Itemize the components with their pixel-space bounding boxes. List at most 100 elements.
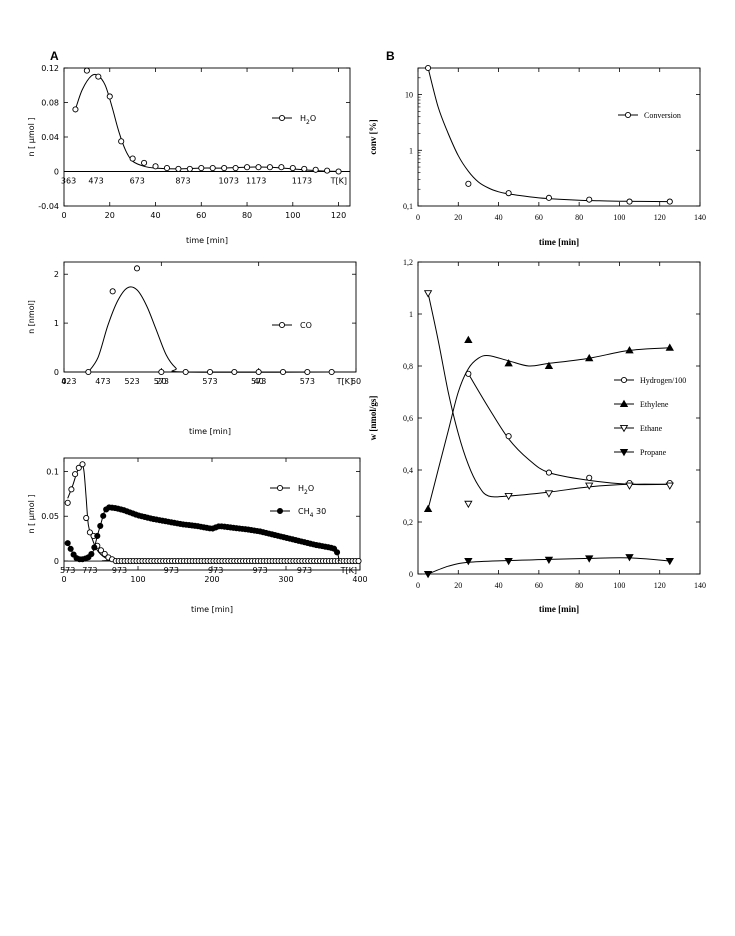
data-point <box>186 165 193 172</box>
fit-curve <box>427 67 670 203</box>
x-tick-label: 100 <box>285 211 300 220</box>
y-tick-label: 0 <box>54 168 59 177</box>
x-tick-label: 20 <box>454 581 462 590</box>
legend-marker <box>624 111 632 119</box>
legend-label-rest: O <box>308 484 314 493</box>
temperature-tick-label: 573 <box>202 377 217 386</box>
data-point <box>64 540 71 547</box>
data-point <box>221 164 228 172</box>
temperature-tick-label: 773 <box>82 566 97 575</box>
chart-a2: 0 20 40 60 0 1 2 423 473 523 573 573 573 573 T[K] time … <box>27 261 361 436</box>
y-tick-label: 0,4 <box>403 466 413 475</box>
data-point <box>72 471 79 478</box>
y-axis-label: w [nmol/gs] <box>368 396 378 441</box>
legend-label-rest: O <box>310 114 316 123</box>
fit-curve <box>87 286 332 373</box>
data-point <box>158 368 165 376</box>
x-tick-label: 300 <box>278 575 293 584</box>
temperature-tick-label: 673 <box>130 177 145 186</box>
data-point <box>129 155 136 162</box>
data-point <box>301 165 308 172</box>
legend-label-sub: 2 <box>304 489 308 496</box>
x-tick-label: 60 <box>196 211 206 220</box>
legend-marker <box>276 507 284 515</box>
data-point <box>334 549 341 556</box>
plot-frame <box>63 261 357 373</box>
temperature-tick-label: 473 <box>95 377 110 386</box>
data-point <box>118 138 125 145</box>
panel-label-a: A <box>50 49 59 63</box>
data-point <box>464 500 473 509</box>
data-point <box>141 159 148 166</box>
x-tick-label: 80 <box>242 211 252 220</box>
data-point <box>109 288 116 295</box>
x-tick-label: 0 <box>416 213 420 222</box>
data-point <box>586 474 593 481</box>
temperature-tick-label: 523 <box>124 377 139 386</box>
data-point <box>94 532 101 540</box>
legend-label: H2O <box>298 484 314 496</box>
data-point <box>423 290 433 298</box>
data-point <box>423 571 433 579</box>
y-tick-label: -0.04 <box>38 202 59 211</box>
chart-a3: 0 100 200 300 400 0 0.05 0.1 573 773 973 973 973 973 9… <box>27 457 368 614</box>
data-point <box>625 346 634 354</box>
y-tick-label: 0.12 <box>41 64 59 73</box>
y-tick-label: 0 <box>54 368 59 377</box>
temperature-tick-label: 973 <box>164 566 179 575</box>
x-tick-label: 60 <box>535 581 543 590</box>
data-point <box>152 163 159 170</box>
x-tick-label: 140 <box>694 213 706 222</box>
data-point <box>255 164 262 171</box>
data-point <box>544 556 554 565</box>
data-point <box>324 167 331 174</box>
plot-frame <box>417 67 701 207</box>
legend-label: Ethane <box>640 424 663 433</box>
temperature-tick-label: 363 <box>61 177 76 186</box>
x-tick-label: 40 <box>254 377 264 386</box>
legend-marker <box>276 484 284 492</box>
y-tick-label: 1 <box>409 310 413 319</box>
x-tick-label: 20 <box>454 213 462 222</box>
series-h2o <box>64 461 362 565</box>
data-point <box>95 73 102 80</box>
data-point <box>585 353 594 362</box>
temperature-tick-label: 423 <box>61 377 76 386</box>
data-point <box>586 196 593 203</box>
data-point <box>665 558 674 566</box>
data-point <box>206 368 214 376</box>
series-ethane <box>423 290 674 509</box>
y-axis-label: n [nmol] <box>27 300 36 334</box>
data-point <box>182 368 189 376</box>
data-point <box>232 164 239 172</box>
data-point <box>425 64 432 72</box>
data-point <box>545 469 552 476</box>
temperature-tick-label: 973 <box>112 566 127 575</box>
data-point <box>68 486 75 493</box>
data-point <box>504 493 513 501</box>
data-point <box>505 433 512 440</box>
data-point <box>504 558 513 566</box>
legend-label-base: H <box>298 484 304 493</box>
data-point <box>666 198 673 205</box>
data-point <box>67 545 74 552</box>
legend-label: Conversion <box>644 111 681 120</box>
y-tick-label: 0.04 <box>41 133 59 142</box>
x-axis-label: time [min] <box>191 605 233 614</box>
data-point <box>423 504 433 512</box>
y-tick-label: 1,2 <box>403 258 413 267</box>
legend-label: CH4 30 <box>298 507 326 519</box>
x-tick-label: 40 <box>150 211 160 220</box>
y-tick-label: 1 <box>409 146 413 155</box>
data-point <box>97 522 104 529</box>
data-point <box>289 164 296 172</box>
data-point <box>209 164 216 172</box>
data-point <box>585 555 594 563</box>
chart-b1: 0 20 40 60 80 100 120 140 0,1 1 10 time [min] conv [… <box>368 64 706 247</box>
series-h2o <box>72 67 344 175</box>
x-tick-label: 400 <box>352 575 367 584</box>
legend-label: Propane <box>640 448 667 457</box>
x-axis-label: time [min] <box>189 427 231 436</box>
